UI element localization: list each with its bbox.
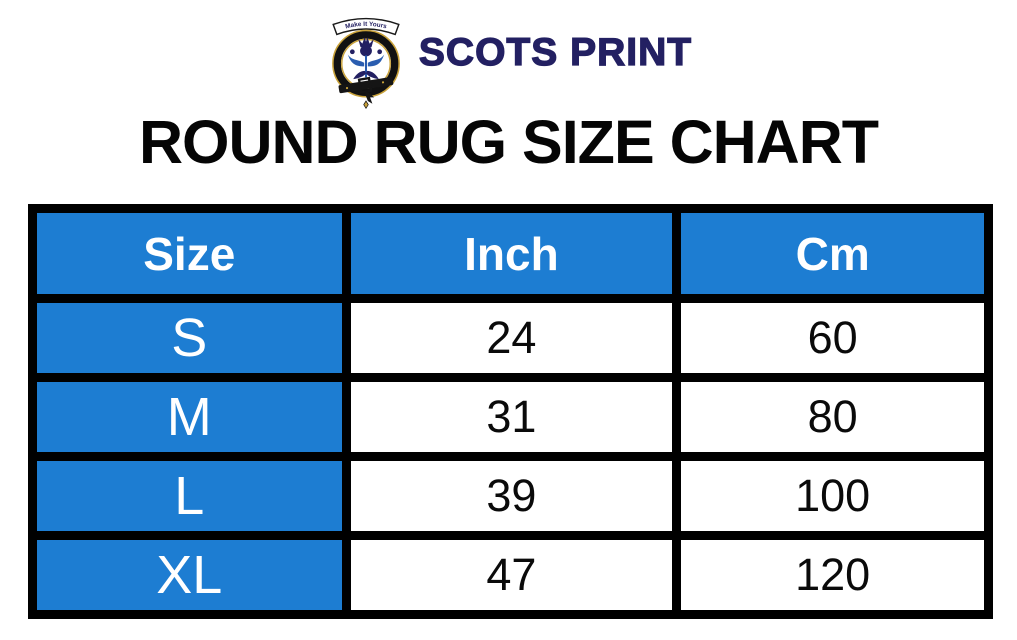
table-row: L 39 100: [28, 452, 993, 540]
cm-value: 80: [672, 373, 993, 461]
scots-print-crest-logo: Make It Yours: [332, 17, 400, 109]
cm-value: 120: [672, 531, 993, 619]
size-label: M: [28, 373, 351, 461]
motto-text: Make It Yours: [345, 21, 388, 31]
strap-tip: [363, 100, 369, 109]
brand-header: Make It Yours SCOTS PRINT: [0, 0, 1017, 110]
column-header-cm: Cm: [672, 204, 993, 303]
table-row: M 31 80: [28, 373, 993, 461]
belt-strap-tail: [364, 90, 375, 104]
size-label: S: [28, 294, 351, 382]
crest-outer-gold-ring: [332, 29, 400, 98]
inch-value: 39: [341, 452, 682, 540]
size-label: XL: [28, 531, 351, 619]
size-label: L: [28, 452, 351, 540]
inch-value: 31: [341, 373, 682, 461]
inch-value: 24: [341, 294, 682, 382]
motto-ribbon: [332, 17, 400, 36]
table-row: S 24 60: [28, 294, 993, 382]
inch-value: 47: [341, 531, 682, 619]
cm-value: 100: [672, 452, 993, 540]
table-row: XL 47 120: [28, 531, 993, 619]
table-header-row: Size Inch Cm: [28, 204, 993, 303]
brand-name: SCOTS PRINT: [418, 30, 693, 74]
belt-buckle: [338, 76, 394, 94]
page-title: ROUND RUG SIZE CHART: [138, 108, 879, 176]
size-chart-table: Size Inch Cm S 24 60 M 31 80 L 39 100 XL…: [28, 204, 993, 619]
column-header-size: Size: [28, 204, 351, 303]
cm-value: 60: [672, 294, 993, 382]
thistle-icon: [347, 37, 385, 80]
column-header-inch: Inch: [341, 204, 682, 303]
